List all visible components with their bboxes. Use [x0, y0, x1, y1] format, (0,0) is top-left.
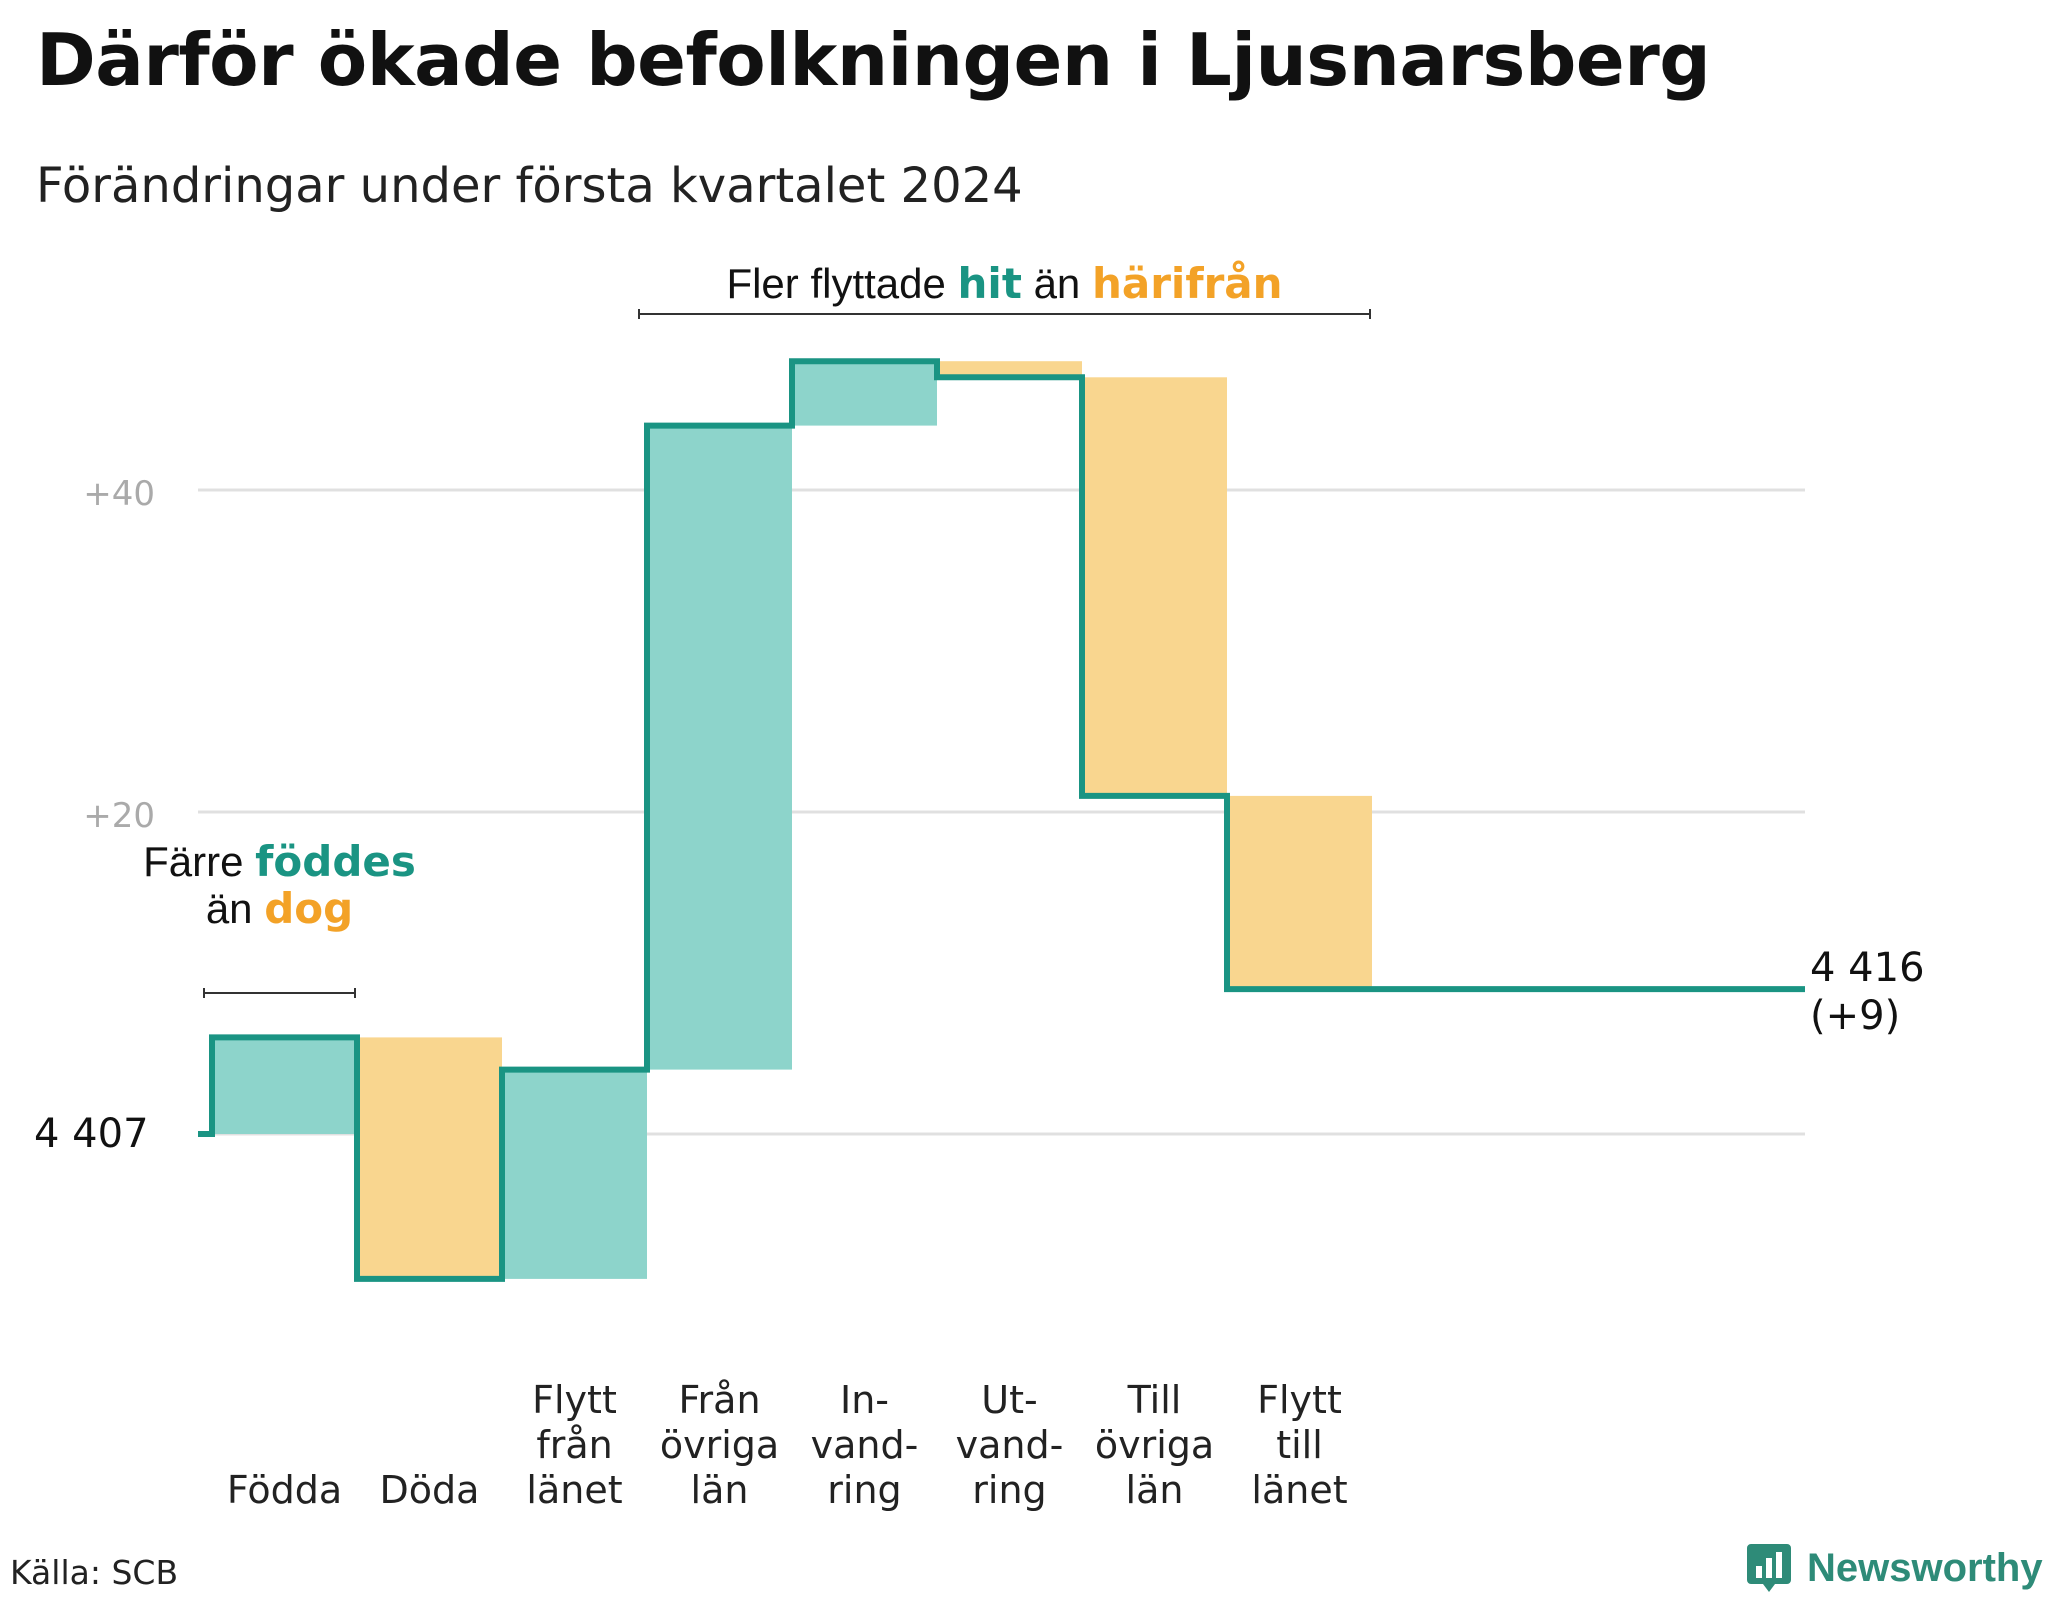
- category-label: från: [536, 1423, 612, 1467]
- category-label: Födda: [227, 1468, 342, 1512]
- annotation-text: Fler flyttade hit än härifrån: [726, 259, 1282, 308]
- category-label: övriga: [660, 1423, 779, 1467]
- category-label: länet: [1251, 1468, 1347, 1512]
- category-label: län: [691, 1468, 749, 1512]
- annotation-text-part: Färre: [143, 838, 255, 885]
- y-tick-label: +40: [83, 474, 155, 514]
- category-label: Från: [678, 1378, 760, 1422]
- bar-2: [502, 1069, 647, 1279]
- end-value-label: 4 416: [1810, 945, 1925, 991]
- bar-6: [1082, 377, 1227, 796]
- annotation-text-part: Fler flyttade: [726, 260, 957, 307]
- bar-1: [357, 1037, 502, 1279]
- annotation-highlight-in: hit: [958, 259, 1022, 308]
- newsworthy-icon: [1747, 1544, 1791, 1592]
- brand-name: Newsworthy: [1807, 1545, 2043, 1590]
- source-note: Källa: SCB: [10, 1553, 179, 1592]
- category-label: till: [1276, 1423, 1323, 1467]
- bar-4: [792, 361, 937, 426]
- bar-5: [937, 361, 1082, 378]
- annotation-highlight-out: dog: [264, 884, 353, 933]
- category-label: Ut-: [981, 1378, 1037, 1422]
- category-label: övriga: [1095, 1423, 1214, 1467]
- category-label: vand-: [956, 1423, 1064, 1467]
- category-label: vand-: [811, 1423, 919, 1467]
- category-label: länet: [526, 1468, 622, 1512]
- annotation-text: än dog: [206, 884, 353, 933]
- category-label: Flytt: [532, 1378, 617, 1422]
- annotation-text-part: än: [1022, 260, 1092, 307]
- annotation-highlight-in: föddes: [255, 837, 416, 886]
- end-change-label: (+9): [1810, 993, 1900, 1039]
- category-label: ring: [972, 1468, 1046, 1512]
- bar-7: [1227, 795, 1372, 990]
- newsworthy-logo: Newsworthy: [1745, 1540, 2043, 1596]
- category-label: ring: [827, 1468, 901, 1512]
- annotation-highlight-out: härifrån: [1092, 259, 1283, 308]
- annotation-text: Färre föddes: [143, 837, 416, 886]
- cumulative-step-line: [198, 358, 1805, 1282]
- category-label: Flytt: [1257, 1378, 1342, 1422]
- chart-subtitle: Förändringar under första kvartalet 2024: [36, 158, 1023, 214]
- category-label: In-: [840, 1378, 889, 1422]
- category-label: Till: [1127, 1378, 1182, 1422]
- start-value-label: 4 407: [34, 1111, 149, 1157]
- category-label: län: [1126, 1468, 1184, 1512]
- bar-3: [647, 425, 792, 1070]
- chart-title: Därför ökade befolkningen i Ljusnarsberg: [36, 18, 1711, 102]
- bar-0: [212, 1037, 357, 1134]
- annotation-text-part: än: [206, 885, 264, 932]
- y-tick-label: +20: [83, 796, 155, 836]
- category-label: Döda: [380, 1468, 480, 1512]
